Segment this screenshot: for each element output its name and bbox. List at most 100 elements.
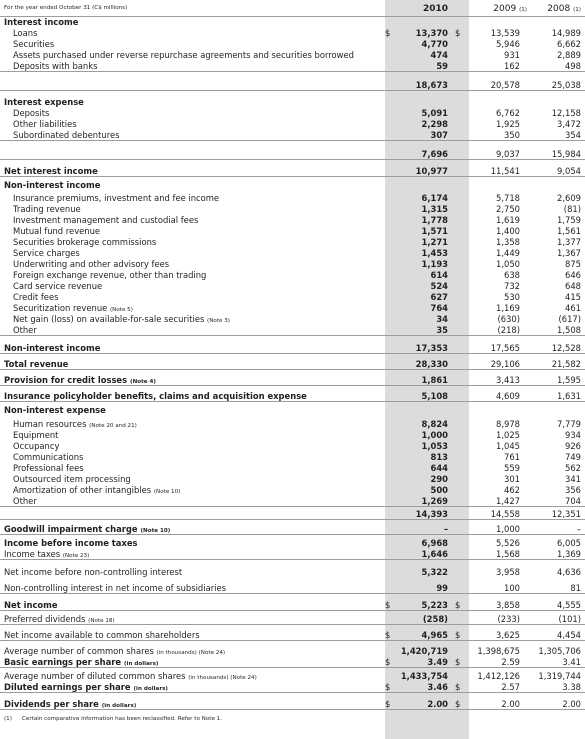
value-2009: 3,958 bbox=[496, 567, 520, 577]
value-2009: 100 bbox=[504, 583, 520, 593]
row-label: Human resources (Note 20 and 21) bbox=[13, 419, 137, 429]
row-label-text: Net interest income bbox=[4, 166, 98, 176]
value-2008: 15,984 bbox=[551, 149, 581, 159]
value-2010: 1,193 bbox=[421, 259, 449, 269]
statement-row: Net income $ $5,223 3,858 4,555 bbox=[0, 597, 585, 611]
statement-row: Card service revenue 524 732 648 bbox=[0, 281, 585, 292]
value-2009: 8,978 bbox=[496, 419, 520, 429]
value-2008: 14,989 bbox=[551, 28, 581, 38]
row-label: Average number of common shares (in thou… bbox=[4, 646, 225, 656]
row-label-text: Average number of diluted common shares bbox=[4, 671, 186, 681]
row-label-text: Occupancy bbox=[13, 441, 60, 451]
statement-row: Insurance policyholder benefits, claims … bbox=[0, 387, 585, 402]
value-2008: (81) bbox=[563, 204, 581, 214]
year-label: 2009 bbox=[493, 4, 517, 14]
note-reference: (Note 23) bbox=[62, 553, 90, 559]
row-label-text: Non-interest income bbox=[4, 180, 101, 190]
row-label: Other bbox=[13, 325, 37, 335]
row-label: Equipment bbox=[13, 430, 58, 440]
value-2008: 875 bbox=[565, 259, 581, 269]
value-2008: 1,508 bbox=[557, 325, 581, 335]
row-label-text: Dividends per share bbox=[4, 699, 99, 709]
value-2009: 462 bbox=[504, 485, 520, 495]
row-label-text: Human resources bbox=[13, 419, 87, 429]
statement-row: Diluted earnings per share (in dollars) $… bbox=[0, 682, 585, 693]
statement-row: Investment management and custodial fees… bbox=[0, 215, 585, 226]
row-label: Diluted earnings per share (in dollars) bbox=[4, 682, 168, 692]
value-2009: 761 bbox=[504, 452, 520, 462]
value-2010: 18,673 bbox=[415, 80, 448, 90]
currency-symbol-2010: $ bbox=[385, 682, 391, 692]
statement-row: Income before income taxes 6,968 5,526 6,00… bbox=[0, 538, 585, 549]
value-2008: 1,377 bbox=[557, 237, 581, 247]
value-2008: 461 bbox=[565, 303, 581, 313]
statement-row: Interest expense bbox=[0, 97, 585, 108]
value-2009: 9,037 bbox=[496, 149, 520, 159]
value-2008: 7,779 bbox=[557, 419, 581, 429]
value-2009: 6,762 bbox=[496, 108, 520, 118]
row-label: Non-controlling interest in net income o… bbox=[4, 583, 226, 593]
value-2008: 1,595 bbox=[557, 375, 581, 385]
note-reference: (Note 4) bbox=[130, 379, 156, 385]
row-label-text: Service charges bbox=[13, 248, 80, 258]
note-reference: (Note 5) bbox=[109, 307, 133, 313]
row-label-text: Equipment bbox=[13, 430, 59, 440]
statement-row: Net interest income 10,977 11,541 9,054 bbox=[0, 162, 585, 177]
value-2009: 1,169 bbox=[496, 303, 520, 313]
statement-row: Non-interest income bbox=[0, 180, 585, 191]
currency-symbol-2010: $ bbox=[385, 28, 391, 38]
value-2009: 11,541 bbox=[490, 166, 520, 176]
statement-row: Securities 4,770 5,946 6,662 bbox=[0, 39, 585, 50]
value-2009: 5,718 bbox=[496, 193, 520, 203]
row-label: Net gain (loss) on available-for-sale se… bbox=[13, 314, 230, 324]
value-2008: 2,609 bbox=[557, 193, 581, 203]
row-label: Non-interest expense bbox=[4, 405, 106, 415]
value-2009: 3,858 bbox=[496, 600, 520, 610]
statement-row: Amortization of other intangibles (Note … bbox=[0, 485, 585, 496]
row-label-text: Amortization of other intangibles bbox=[13, 485, 152, 495]
value-2010: 8,824 bbox=[421, 419, 449, 429]
row-label: Securities brokerage commissions bbox=[13, 237, 156, 247]
row-label-text: Communications bbox=[13, 452, 84, 462]
value-2010: 4,965 bbox=[421, 630, 449, 640]
row-label: Occupancy bbox=[13, 441, 59, 451]
column-header-2008: 2008 (1) bbox=[547, 4, 581, 14]
row-label-text: Other bbox=[13, 496, 37, 506]
statement-row: Non-controlling interest in net income o… bbox=[0, 583, 585, 594]
row-label-text: Securitization revenue bbox=[13, 303, 108, 313]
value-2010: 1,453 bbox=[421, 248, 449, 258]
value-2008: – bbox=[576, 524, 581, 534]
value-2008: 21,582 bbox=[551, 359, 581, 369]
note-reference: (Note 18) bbox=[88, 618, 115, 624]
row-label: Non-interest income bbox=[4, 343, 100, 353]
row-label-text: Preferred dividends bbox=[4, 614, 86, 624]
row-label: Net income before non-controlling intere… bbox=[4, 567, 182, 577]
value-2010: 5,223 bbox=[421, 600, 449, 610]
row-label: Other bbox=[13, 496, 37, 506]
value-2010: 59 bbox=[436, 61, 448, 71]
value-2009: 638 bbox=[504, 270, 520, 280]
row-label-text: Mutual fund revenue bbox=[13, 226, 101, 236]
value-2008: 1,631 bbox=[557, 391, 581, 401]
value-2010: 17,353 bbox=[415, 343, 448, 353]
row-label: Mutual fund revenue bbox=[13, 226, 100, 236]
value-2008: 498 bbox=[565, 61, 581, 71]
value-2008: 12,351 bbox=[551, 509, 581, 519]
value-2009: 13,539 bbox=[490, 28, 520, 38]
currency-symbol-2010: $ bbox=[385, 630, 391, 640]
statement-row: Other 1,269 1,427 704 bbox=[0, 496, 585, 507]
note-reference: (Note 20 and 21) bbox=[89, 423, 137, 429]
unit-label: (in dollars) bbox=[123, 661, 159, 667]
row-label-text: Deposits bbox=[13, 108, 50, 118]
column-header-2009: 2009 (1) bbox=[493, 4, 527, 14]
value-2010: 35 bbox=[436, 325, 448, 335]
statement-caption: For the year ended October 31 (C$ millio… bbox=[4, 5, 128, 11]
value-2008: 12,158 bbox=[551, 108, 581, 118]
value-2008: 3.38 bbox=[562, 682, 581, 692]
value-2010: 474 bbox=[430, 50, 448, 60]
value-2008: 749 bbox=[565, 452, 581, 462]
value-2009: 1,398,675 bbox=[477, 646, 520, 656]
statement-row: Net income available to common sharehold… bbox=[0, 628, 585, 641]
statement-row: Provision for credit losses (Note 4) 1,86… bbox=[0, 371, 585, 386]
row-label: Professional fees bbox=[13, 463, 84, 473]
